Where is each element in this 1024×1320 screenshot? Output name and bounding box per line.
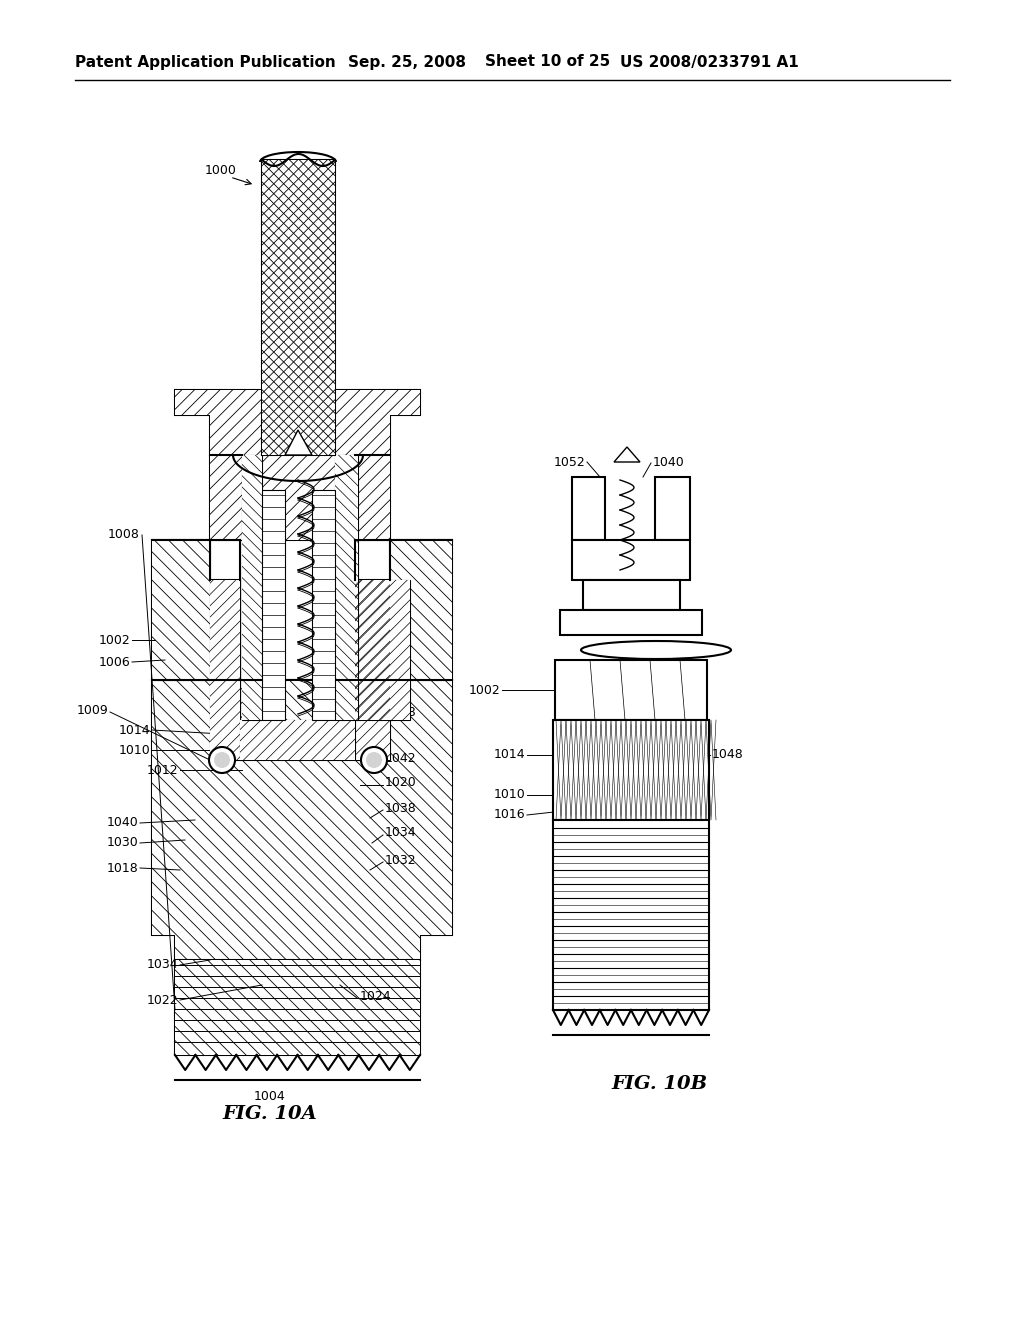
Polygon shape [355, 540, 452, 680]
Polygon shape [355, 579, 390, 760]
Polygon shape [242, 455, 262, 719]
Polygon shape [335, 455, 358, 719]
Polygon shape [262, 490, 285, 719]
Polygon shape [335, 455, 358, 719]
Polygon shape [152, 540, 240, 680]
Text: 1004: 1004 [254, 1090, 286, 1104]
Text: 1038: 1038 [385, 801, 417, 814]
Text: 1048: 1048 [712, 748, 743, 762]
Polygon shape [240, 719, 355, 760]
Polygon shape [152, 680, 452, 960]
Polygon shape [210, 579, 240, 760]
Polygon shape [355, 579, 410, 719]
Polygon shape [175, 389, 420, 540]
Text: 1034: 1034 [385, 826, 417, 840]
Polygon shape [242, 455, 262, 719]
Polygon shape [262, 160, 335, 455]
Polygon shape [152, 540, 240, 680]
Text: 1048: 1048 [385, 705, 417, 718]
Text: 1006: 1006 [98, 656, 130, 668]
Polygon shape [242, 455, 262, 719]
Polygon shape [355, 579, 390, 760]
Text: 1018: 1018 [106, 862, 138, 874]
Polygon shape [152, 680, 452, 960]
Text: 1009: 1009 [76, 704, 108, 717]
Polygon shape [583, 579, 680, 610]
Polygon shape [355, 579, 410, 719]
Polygon shape [210, 579, 240, 760]
Text: 1024: 1024 [360, 990, 391, 1003]
Text: US 2008/0233791 A1: US 2008/0233791 A1 [620, 54, 799, 70]
Polygon shape [240, 719, 355, 760]
Text: Sheet 10 of 25: Sheet 10 of 25 [485, 54, 610, 70]
Polygon shape [285, 430, 312, 455]
Polygon shape [262, 160, 335, 455]
Polygon shape [355, 540, 452, 680]
Polygon shape [572, 540, 690, 579]
Polygon shape [572, 477, 605, 540]
Polygon shape [175, 389, 420, 540]
Text: 1034: 1034 [146, 958, 178, 972]
Circle shape [366, 752, 382, 768]
Circle shape [361, 747, 387, 774]
Text: 1030: 1030 [106, 837, 138, 850]
Text: 1040: 1040 [653, 455, 685, 469]
Polygon shape [555, 660, 707, 719]
Polygon shape [355, 540, 452, 680]
Circle shape [214, 752, 230, 768]
Polygon shape [175, 960, 420, 1055]
Polygon shape [262, 160, 335, 455]
Text: 1010: 1010 [494, 788, 525, 801]
Polygon shape [655, 477, 690, 540]
Polygon shape [560, 610, 702, 635]
Polygon shape [175, 960, 420, 1055]
Text: 1008: 1008 [109, 528, 140, 541]
Text: Sep. 25, 2008: Sep. 25, 2008 [348, 54, 466, 70]
Text: 1002: 1002 [98, 634, 130, 647]
Text: 1022: 1022 [146, 994, 178, 1006]
Text: Patent Application Publication: Patent Application Publication [75, 54, 336, 70]
Text: 1016: 1016 [494, 808, 525, 821]
Text: 1002: 1002 [468, 684, 500, 697]
Text: 1014: 1014 [119, 723, 150, 737]
Polygon shape [262, 160, 335, 455]
Ellipse shape [581, 642, 731, 659]
Polygon shape [553, 719, 709, 820]
Text: 1042: 1042 [385, 751, 417, 764]
Polygon shape [175, 389, 420, 540]
Polygon shape [152, 680, 452, 960]
Polygon shape [210, 579, 240, 760]
Text: 1014: 1014 [494, 748, 525, 762]
Circle shape [209, 747, 234, 774]
Polygon shape [355, 579, 390, 760]
Polygon shape [553, 820, 709, 1010]
Polygon shape [335, 455, 358, 719]
Text: 1020: 1020 [385, 776, 417, 789]
Polygon shape [175, 960, 420, 1055]
Polygon shape [262, 160, 335, 455]
Text: 1010: 1010 [118, 743, 150, 756]
Text: 1032: 1032 [385, 854, 417, 866]
Text: 1040: 1040 [106, 817, 138, 829]
Polygon shape [312, 490, 335, 719]
Polygon shape [355, 579, 410, 719]
Polygon shape [240, 719, 355, 760]
Text: 1012: 1012 [146, 763, 178, 776]
Text: FIG. 10B: FIG. 10B [612, 1074, 708, 1093]
Text: 1000: 1000 [205, 164, 237, 177]
Polygon shape [614, 447, 640, 462]
Polygon shape [152, 540, 240, 680]
Text: 1052: 1052 [553, 455, 585, 469]
Text: FIG. 10A: FIG. 10A [222, 1105, 317, 1123]
